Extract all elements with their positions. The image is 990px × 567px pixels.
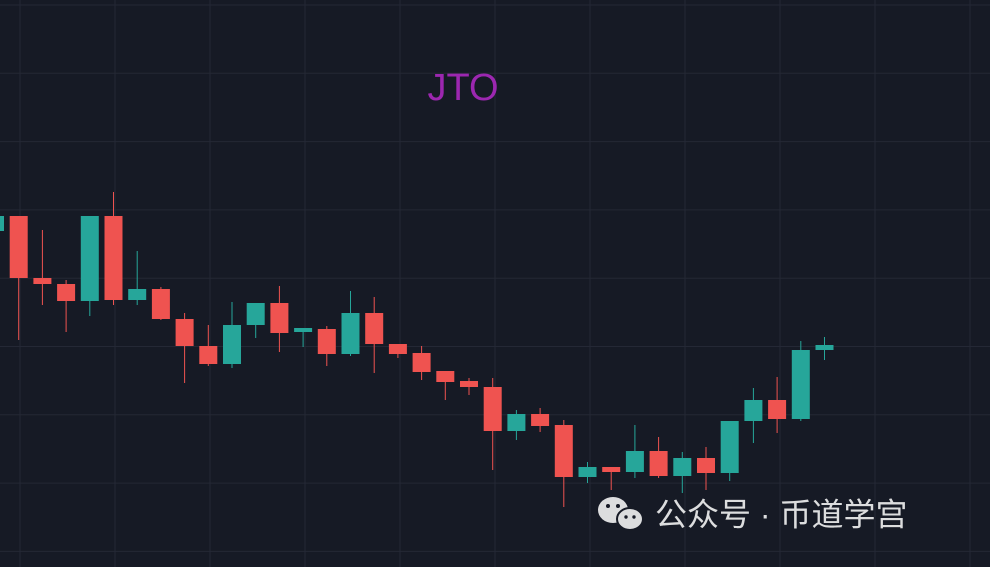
candle-body	[57, 284, 76, 301]
candle-body	[294, 328, 313, 332]
icon-eye	[616, 504, 620, 508]
candle-body	[554, 425, 573, 477]
candle-body	[388, 344, 407, 354]
candle-body	[697, 458, 715, 473]
candle-body	[365, 313, 384, 344]
candle-body	[436, 371, 455, 382]
candle-body	[317, 329, 336, 354]
watermark: 公众号 · 币道学宫	[655, 496, 907, 532]
icon-eye	[632, 515, 636, 519]
candle-body	[507, 414, 526, 431]
candle-body	[341, 313, 360, 354]
candle-body	[412, 353, 431, 372]
candles	[0, 192, 834, 507]
candle-body	[151, 289, 170, 319]
candle-body	[128, 289, 147, 300]
candle-body	[0, 216, 4, 231]
wechat-icon	[598, 497, 644, 531]
candle-body	[625, 451, 644, 472]
icon-bubble	[616, 507, 644, 531]
candle-body	[80, 216, 99, 301]
icon-eye	[624, 515, 628, 519]
candle-body	[223, 325, 241, 364]
candle-body	[104, 216, 123, 300]
candle-body	[768, 400, 787, 419]
candle-body	[815, 345, 834, 350]
candle-body	[720, 421, 739, 473]
candle-body	[483, 387, 502, 431]
chart-title: JTO	[427, 67, 498, 109]
candle-body	[9, 216, 28, 278]
candle-body	[199, 346, 218, 364]
candle-body	[673, 458, 692, 476]
icon-eye	[606, 504, 610, 508]
candle-body	[531, 414, 550, 426]
candle-body	[602, 467, 621, 472]
candle-body	[270, 303, 289, 333]
candle-body	[33, 278, 52, 284]
candle-body	[791, 350, 810, 419]
candle-body	[175, 319, 194, 346]
candle-body	[578, 467, 597, 477]
candle-body	[246, 303, 265, 325]
candle-body	[649, 451, 668, 476]
candle-body	[460, 381, 478, 387]
candle-body	[744, 400, 763, 421]
